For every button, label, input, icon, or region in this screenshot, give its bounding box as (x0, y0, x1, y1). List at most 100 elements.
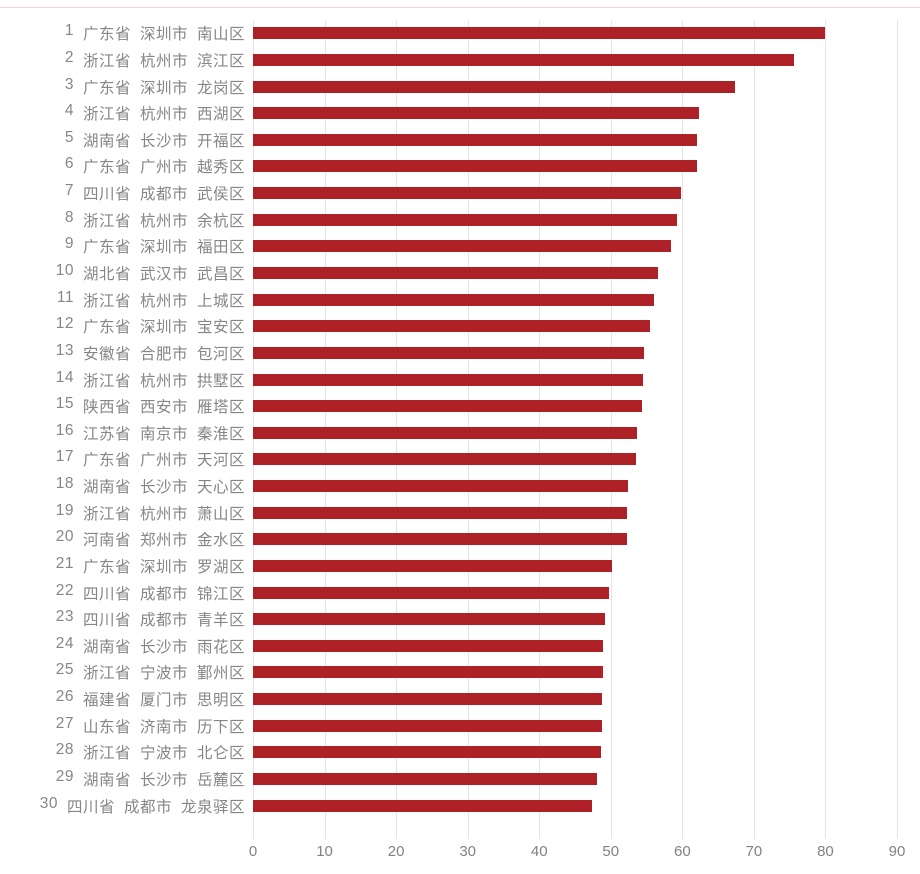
bar (253, 559, 613, 572)
province: 广东省 (82, 452, 131, 470)
province: 浙江省 (82, 292, 131, 310)
city: 长沙市 (139, 479, 188, 497)
table-row: 10 湖北省 武汉市 武昌区 (0, 260, 920, 287)
table-row: 23 四川省 成都市 青羊区 (0, 606, 920, 633)
bar (253, 213, 677, 226)
row-label: 19 浙江省 杭州市 萧山区 (56, 502, 245, 524)
x-tick-label: 10 (316, 843, 333, 860)
district: 滨江区 (196, 52, 245, 70)
city: 成都市 (123, 798, 172, 816)
city: 长沙市 (139, 771, 188, 789)
x-tick-label: 60 (673, 843, 691, 860)
city: 杭州市 (139, 52, 188, 70)
row-label: 26 福建省 厦门市 思明区 (56, 688, 245, 710)
row-label: 12 广东省 深圳市 宝安区 (56, 315, 245, 337)
district: 青羊区 (196, 612, 245, 630)
x-tick-label: 0 (248, 843, 258, 860)
row-label: 29 湖南省 长沙市 岳麓区 (56, 768, 245, 790)
rank: 18 (55, 475, 74, 493)
bar (253, 133, 698, 146)
rank: 12 (55, 315, 74, 333)
province: 浙江省 (82, 212, 131, 230)
province: 四川省 (66, 798, 115, 816)
table-row: 22 四川省 成都市 锦江区 (0, 579, 920, 606)
district: 锦江区 (196, 585, 245, 603)
rank: 3 (64, 75, 74, 93)
row-label: 18 湖南省 长沙市 天心区 (56, 475, 245, 497)
row-label: 27 山东省 济南市 历下区 (56, 715, 245, 737)
bar (253, 266, 658, 279)
bar (253, 533, 627, 546)
rank: 7 (64, 182, 74, 200)
bar (253, 719, 603, 732)
district: 思明区 (196, 692, 245, 710)
table-row: 21 广东省 深圳市 罗湖区 (0, 553, 920, 580)
row-label: 7 四川省 成都市 武侯区 (65, 182, 245, 204)
table-row: 8 浙江省 杭州市 余杭区 (0, 206, 920, 233)
row-label: 22 四川省 成都市 锦江区 (56, 582, 245, 604)
table-row: 18 湖南省 长沙市 天心区 (0, 473, 920, 500)
province: 陕西省 (82, 399, 131, 417)
bar (253, 293, 655, 306)
x-tick-label: 40 (530, 843, 548, 860)
rank: 24 (55, 634, 74, 652)
x-tick-label: 50 (602, 843, 620, 860)
province: 广东省 (82, 26, 131, 44)
table-row: 29 湖南省 长沙市 岳麓区 (0, 766, 920, 793)
table-row: 15 陕西省 西安市 雁塔区 (0, 393, 920, 420)
table-row: 19 浙江省 杭州市 萧山区 (0, 499, 920, 526)
rank: 22 (55, 581, 74, 599)
rank: 20 (55, 528, 74, 546)
rank: 30 (39, 794, 58, 812)
rank: 11 (56, 288, 74, 306)
district: 雁塔区 (196, 399, 245, 417)
rank: 21 (55, 554, 74, 572)
district: 包河区 (196, 345, 245, 363)
top-border-line (0, 7, 920, 8)
city: 深圳市 (139, 319, 188, 337)
row-label: 4 浙江省 杭州市 西湖区 (65, 102, 245, 124)
bar (253, 586, 610, 599)
province: 浙江省 (82, 372, 131, 390)
province: 广东省 (82, 79, 131, 97)
table-row: 4 浙江省 杭州市 西湖区 (0, 100, 920, 127)
bar (253, 80, 736, 93)
city: 深圳市 (139, 558, 188, 576)
district: 越秀区 (196, 159, 245, 177)
row-label: 15 陕西省 西安市 雁塔区 (56, 395, 245, 417)
city: 合肥市 (139, 345, 188, 363)
table-row: 9 广东省 深圳市 福田区 (0, 233, 920, 260)
table-row: 12 广东省 深圳市 宝安区 (0, 313, 920, 340)
district: 鄞州区 (196, 665, 245, 683)
rank: 16 (55, 421, 74, 439)
bar (253, 107, 699, 120)
row-label: 25 浙江省 宁波市 鄞州区 (56, 661, 245, 683)
province: 浙江省 (82, 665, 131, 683)
city: 深圳市 (139, 26, 188, 44)
province: 广东省 (82, 159, 131, 177)
city: 杭州市 (139, 372, 188, 390)
row-label: 13 安徽省 合肥市 包河区 (56, 342, 245, 364)
city: 深圳市 (139, 79, 188, 97)
bar (253, 453, 636, 466)
city: 南京市 (139, 425, 188, 443)
x-tick-label: 80 (817, 843, 834, 860)
rank: 6 (64, 155, 74, 173)
table-row: 17 广东省 广州市 天河区 (0, 446, 920, 473)
bar (253, 746, 601, 759)
district: 岳麓区 (196, 771, 245, 789)
district: 南山区 (196, 26, 245, 44)
row-label: 30 四川省 成都市 龙泉驿区 (40, 795, 245, 817)
rank: 4 (64, 102, 74, 120)
rank: 15 (55, 395, 74, 413)
province: 福建省 (82, 692, 131, 710)
district: 龙泉驿区 (180, 798, 245, 816)
district: 北仑区 (196, 745, 245, 763)
province: 浙江省 (82, 52, 131, 70)
row-label: 2 浙江省 杭州市 滨江区 (65, 49, 245, 71)
x-tick-label: 90 (888, 843, 906, 860)
bar (253, 613, 606, 626)
x-axis: 0 10 20 30 40 50 60 70 80 90 (0, 843, 920, 863)
table-row: 27 山东省 济南市 历下区 (0, 712, 920, 739)
